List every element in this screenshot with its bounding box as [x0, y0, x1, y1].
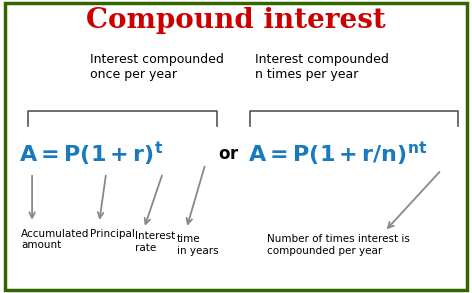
Text: Interest compounded
n times per year: Interest compounded n times per year	[255, 53, 389, 81]
Text: Principal: Principal	[90, 229, 135, 239]
Text: Interest
rate: Interest rate	[135, 231, 175, 253]
Text: Number of times interest is
compounded per year: Number of times interest is compounded p…	[267, 234, 410, 256]
Text: $\mathbf{A = P(1 + r/n)^{nt}}$: $\mathbf{A = P(1 + r/n)^{nt}}$	[248, 140, 427, 168]
Text: Accumulated
amount: Accumulated amount	[21, 229, 90, 250]
Text: $\mathbf{A = P(1 + r)^{t}}$: $\mathbf{A = P(1 + r)^{t}}$	[19, 140, 163, 168]
Text: Interest compounded
once per year: Interest compounded once per year	[90, 53, 224, 81]
Text: Compound interest: Compound interest	[86, 7, 386, 34]
Text: $\mathbf{or}$: $\mathbf{or}$	[218, 145, 240, 163]
Text: time
in years: time in years	[177, 234, 219, 256]
